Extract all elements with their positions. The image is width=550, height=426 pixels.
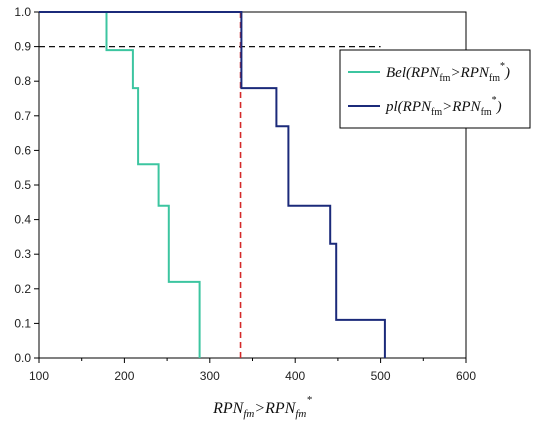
y-tick-label: 1.0 xyxy=(14,5,31,19)
x-tick-label: 100 xyxy=(29,369,49,383)
x-tick-label: 500 xyxy=(371,369,391,383)
reference-lines xyxy=(39,12,381,358)
y-tick-label: 0.2 xyxy=(14,282,31,296)
y-tick-label: 0.4 xyxy=(14,213,31,227)
axes: 100 200 300 400 500 600 0.0 0.1 0.2 0.3 0.4 0.5 0.6 0… xyxy=(14,5,476,383)
x-axis-title: RPNfm>RPNfm* xyxy=(212,394,312,420)
y-tick-label: 0.0 xyxy=(14,351,31,365)
x-tick-label: 300 xyxy=(200,369,220,383)
y-tick-label: 0.7 xyxy=(14,109,31,123)
legend: Bel(RPNfm>RPNfm*) pl(RPNfm>RPNfm*) xyxy=(339,49,531,129)
y-tick-label: 0.9 xyxy=(14,40,31,54)
y-tick-label: 0.5 xyxy=(14,178,31,192)
x-tick-label: 600 xyxy=(456,369,476,383)
x-axis-title-group: RPNfm>RPNfm* xyxy=(212,394,312,420)
x-tick-label: 200 xyxy=(114,369,134,383)
y-tick-label: 0.8 xyxy=(14,74,31,88)
y-tick-label: 0.3 xyxy=(14,247,31,261)
y-tick-label: 0.6 xyxy=(14,143,31,157)
x-tick-label: 400 xyxy=(285,369,305,383)
series-group xyxy=(39,11,386,358)
legend-label-bel: Bel(RPNfm>RPNfm*) xyxy=(386,61,510,84)
legend-label-pl: pl(RPNfm>RPNfm*) xyxy=(385,95,502,118)
y-tick-label: 0.1 xyxy=(14,316,31,330)
legend-box xyxy=(339,49,531,129)
series-line-bel xyxy=(39,11,201,358)
series-line-pl xyxy=(39,11,386,358)
